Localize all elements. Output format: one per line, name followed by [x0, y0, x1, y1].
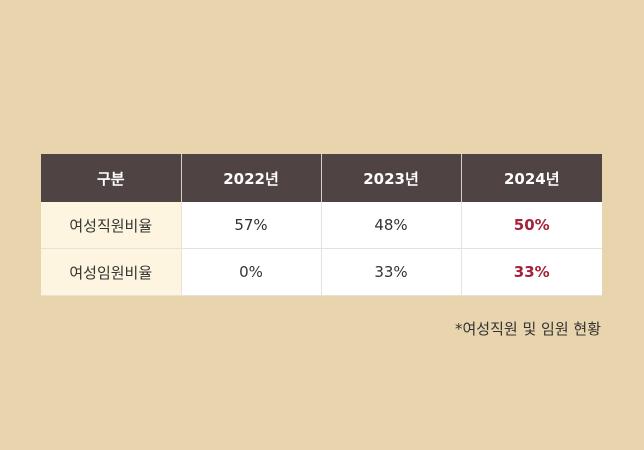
row-label-female-employee-ratio: 여성직원비율 [41, 202, 182, 249]
table-cell: 48% [321, 202, 462, 249]
table-row: 여성임원비율 0% 33% 33% [41, 248, 602, 296]
table-cell-highlight: 50% [461, 202, 602, 249]
stats-table-container: 구분 2022년 2023년 2024년 여성직원비율 57% 48% 50% … [41, 154, 602, 296]
table-row: 여성직원비율 57% 48% 50% [41, 202, 602, 249]
row-label-female-executive-ratio: 여성임원비율 [41, 248, 182, 296]
table-body: 여성직원비율 57% 48% 50% 여성임원비율 0% 33% 33% [41, 202, 602, 296]
header-year-2024: 2024년 [461, 154, 602, 202]
header-row: 구분 2022년 2023년 2024년 [41, 154, 602, 202]
table-cell: 33% [321, 248, 462, 296]
header-category: 구분 [41, 154, 182, 202]
table-header: 구분 2022년 2023년 2024년 [41, 154, 602, 202]
table-cell: 57% [181, 202, 322, 249]
footnote: *여성직원 및 임원 현황 [454, 320, 601, 338]
table-cell-highlight: 33% [461, 248, 602, 296]
header-year-2022: 2022년 [181, 154, 322, 202]
table-cell: 0% [181, 248, 322, 296]
female-ratio-table: 구분 2022년 2023년 2024년 여성직원비율 57% 48% 50% … [41, 154, 602, 296]
header-year-2023: 2023년 [321, 154, 462, 202]
